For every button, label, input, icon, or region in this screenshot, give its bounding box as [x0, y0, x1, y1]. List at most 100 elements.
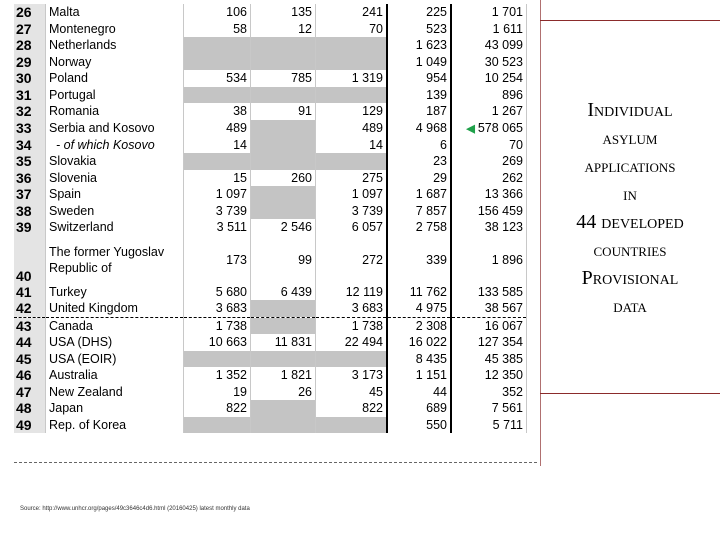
value-cell-1: 489 — [183, 119, 251, 137]
value-cell-4: 11 762 — [386, 283, 452, 300]
table-row: 40 The former Yugoslav Republic of 173 99 27… — [14, 235, 527, 284]
value-text: 30 523 — [484, 54, 523, 69]
value-cell-3: 12 119 — [315, 283, 387, 300]
value-cell-3: 6 057 — [315, 219, 387, 236]
value-text: 70 — [509, 137, 523, 152]
value-cell-3: 3 683 — [315, 300, 387, 318]
value-cell-5: 10 254 — [450, 70, 527, 87]
title-line-7: Provisional — [581, 267, 679, 289]
value-text: 1 611 — [492, 21, 523, 36]
value-cell-2: 785 — [250, 70, 316, 87]
row-number: 49 — [14, 416, 46, 433]
value-cell-4: 6 — [386, 136, 452, 153]
value-cell-4: 2 758 — [386, 219, 452, 236]
row-number: 31 — [14, 86, 46, 103]
title-line-4: in — [623, 184, 637, 204]
row-number: 48 — [14, 400, 46, 417]
table-row: 29 Norway 1 049 30 523 — [14, 53, 527, 70]
value-cell-1: 3 683 — [183, 300, 251, 318]
country-cell: Portugal — [45, 86, 184, 103]
title-line-6: countries — [593, 240, 667, 260]
value-cell-3: 241 — [315, 4, 387, 21]
row-number: 39 — [14, 219, 46, 236]
value-cell-2 — [250, 317, 316, 334]
arrow-left-icon: ◀ — [466, 122, 475, 135]
value-cell-4: 8 435 — [386, 350, 452, 367]
value-cell-4: 4 968 — [386, 119, 452, 137]
value-cell-1: 1 352 — [183, 367, 251, 384]
value-cell-5: 43 099 — [450, 37, 527, 54]
truncated-row — [14, 462, 537, 469]
row-number: 28 — [14, 37, 46, 54]
country-cell: Netherlands — [45, 37, 184, 54]
country-cell: USA (EOIR) — [45, 350, 184, 367]
value-cell-2: 2 546 — [250, 219, 316, 236]
value-text: 10 254 — [484, 71, 523, 86]
value-cell-1: 58 — [183, 20, 251, 37]
country-cell: USA (DHS) — [45, 334, 184, 351]
value-cell-1 — [183, 53, 251, 70]
value-cell-5: 352 — [450, 383, 527, 400]
country-cell: Switzerland — [45, 219, 184, 236]
value-text: 38 123 — [484, 220, 523, 235]
value-cell-5: 133 585 — [450, 283, 527, 300]
value-cell-2 — [250, 300, 316, 318]
value-text: 896 — [502, 87, 523, 102]
country-cell: Turkey — [45, 283, 184, 300]
value-cell-1: 38 — [183, 103, 251, 120]
value-cell-3: 1 319 — [315, 70, 387, 87]
value-text: 578 065 — [477, 120, 523, 135]
value-cell-1: 3 511 — [183, 219, 251, 236]
value-cell-3 — [315, 416, 387, 433]
value-cell-1: 173 — [183, 235, 251, 284]
value-cell-2 — [250, 53, 316, 70]
country-cell: New Zealand — [45, 383, 184, 400]
value-cell-5: 30 523 — [450, 53, 527, 70]
value-text: 1 896 — [491, 252, 523, 267]
value-cell-5: 70 — [450, 136, 527, 153]
value-cell-4: 2 308 — [386, 317, 452, 334]
row-number: 33 — [14, 119, 46, 137]
value-cell-3: 70 — [315, 20, 387, 37]
value-cell-5: 12 350 — [450, 367, 527, 384]
value-text: 1 701 — [491, 5, 523, 20]
country-cell: Sweden — [45, 202, 184, 219]
value-cell-3: 1 097 — [315, 186, 387, 203]
value-cell-3: 3 173 — [315, 367, 387, 384]
row-number: 36 — [14, 169, 46, 186]
value-cell-1 — [183, 416, 251, 433]
value-cell-3: 14 — [315, 136, 387, 153]
value-cell-1 — [183, 350, 251, 367]
row-number: 45 — [14, 350, 46, 367]
divider-vertical — [540, 0, 541, 466]
value-cell-3: 489 — [315, 119, 387, 137]
value-cell-1: 14 — [183, 136, 251, 153]
value-cell-4: 1 623 — [386, 37, 452, 54]
value-cell-1: 822 — [183, 400, 251, 417]
value-text: 16 067 — [484, 318, 523, 333]
value-cell-3: 275 — [315, 169, 387, 186]
row-number: 27 — [14, 20, 46, 37]
table-row: 35 Slovakia 23 269 — [14, 153, 527, 170]
value-cell-2: 1 821 — [250, 367, 316, 384]
value-text: 45 385 — [484, 351, 523, 366]
row-number: 41 — [14, 283, 46, 300]
title-line-8: data — [613, 296, 647, 316]
value-cell-3 — [315, 86, 387, 103]
value-cell-4: 523 — [386, 20, 452, 37]
value-cell-3: 45 — [315, 383, 387, 400]
country-cell: The former Yugoslav Republic of — [45, 235, 184, 284]
value-cell-1: 3 739 — [183, 202, 251, 219]
country-cell: Rep. of Korea — [45, 416, 184, 433]
country-cell: Japan — [45, 400, 184, 417]
value-cell-2 — [250, 37, 316, 54]
value-cell-5: 127 354 — [450, 334, 527, 351]
country-cell: Australia — [45, 367, 184, 384]
value-cell-1: 106 — [183, 4, 251, 21]
table-row: 30 Poland 534 785 1 319 954 10 254 — [14, 70, 527, 87]
value-cell-4: 339 — [386, 235, 452, 284]
value-cell-4: 29 — [386, 169, 452, 186]
value-cell-5: 45 385 — [450, 350, 527, 367]
country-cell: Spain — [45, 186, 184, 203]
row-number: 30 — [14, 70, 46, 87]
